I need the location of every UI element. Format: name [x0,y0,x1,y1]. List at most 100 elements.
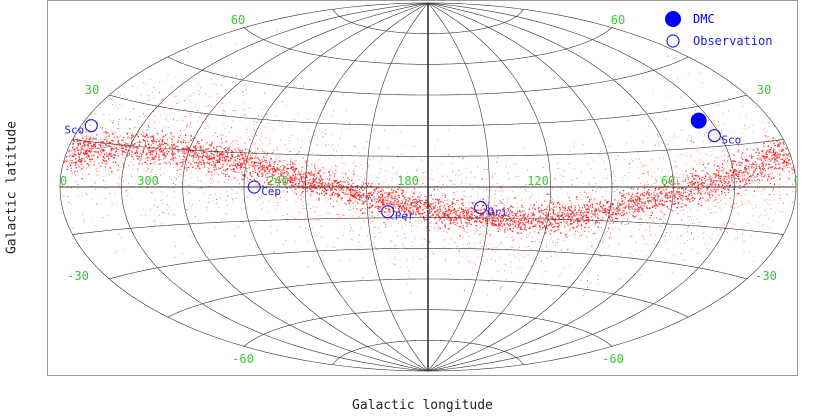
stream-particle [640,207,642,209]
stream-particle [768,158,770,160]
stream-particle [87,154,89,156]
stream-particle [66,190,68,192]
stream-particle [158,154,160,156]
stream-particle [293,168,295,170]
stream-particle [170,153,173,155]
stream-particle [493,215,495,217]
stream-particle [260,132,262,134]
stream-particle [204,155,206,157]
stream-particle [329,183,330,185]
stream-particle [208,167,210,169]
stream-particle [171,150,173,153]
stream-particle [267,167,269,169]
stream-particle [147,180,149,181]
stream-particle [328,184,330,186]
stream-particle [676,174,678,175]
stream-particle [270,188,271,189]
stream-particle [698,192,700,194]
stream-particle [774,161,776,163]
stream-particle [591,211,593,213]
stream-particle [716,157,718,159]
stream-particle [537,232,539,234]
stream-particle [677,201,679,204]
stream-particle [745,179,747,182]
stream-particle [492,184,494,186]
stream-particle [619,204,621,206]
stream-particle [234,158,236,161]
stream-particle [189,146,191,148]
stream-particle [619,213,622,215]
stream-particle [471,203,474,205]
stream-particle [437,185,438,187]
stream-particle [357,175,359,177]
stream-particle [439,228,441,230]
stream-particle [390,197,392,199]
stream-particle [302,177,304,179]
stream-particle [384,206,386,208]
stream-particle [572,211,574,213]
stream-particle [100,141,102,143]
stream-particle [407,267,409,268]
stream-particle [646,184,647,186]
stream-particle [598,154,600,156]
stream-particle [206,142,208,144]
stream-particle [209,95,210,97]
stream-particle [564,209,566,211]
stream-particle [684,204,686,205]
stream-particle [177,140,179,142]
stream-particle [95,138,97,140]
stream-particle [109,114,110,116]
stream-particle [145,157,147,159]
stream-particle [655,207,657,209]
stream-particle [86,149,88,151]
stream-particle [647,204,649,206]
stream-particle [305,227,307,229]
stream-particle [571,211,573,214]
stream-particle [232,164,234,166]
stream-particle [188,153,191,155]
stream-particle [748,148,750,150]
stream-particle [142,152,144,154]
stream-particle [761,162,763,164]
stream-particle [398,210,401,213]
stream-particle [748,200,750,201]
stream-particle [622,195,625,198]
stream-particle [776,140,778,142]
stream-particle [579,213,582,215]
stream-particle [246,177,249,179]
stream-particle [509,206,511,209]
stream-particle [453,212,455,214]
stream-particle [531,241,533,243]
stream-particle [302,191,304,193]
stream-particle [291,176,293,179]
stream-particle [753,260,754,262]
stream-particle [216,146,218,148]
stream-particle [546,180,548,182]
stream-particle [649,217,651,219]
stream-particle [421,258,423,260]
stream-particle [640,224,642,226]
stream-particle [747,158,748,160]
stream-particle [331,154,333,155]
stream-particle [125,152,127,154]
stream-particle [754,163,756,165]
stream-particle [357,185,359,187]
stream-particle [572,249,573,251]
stream-particle [568,196,570,199]
stream-particle [649,228,651,230]
stream-particle [378,215,379,216]
stream-particle [154,157,156,159]
stream-particle [75,167,77,169]
stream-particle [476,229,478,231]
stream-particle [514,254,516,256]
stream-particle [193,92,195,94]
stream-particle [598,253,600,255]
stream-particle [480,221,482,224]
stream-particle [344,202,346,204]
stream-particle [183,139,185,141]
stream-particle [595,207,597,209]
stream-particle [213,173,215,174]
stream-particle [414,236,416,238]
stream-particle [201,132,202,134]
stream-particle [569,200,570,202]
